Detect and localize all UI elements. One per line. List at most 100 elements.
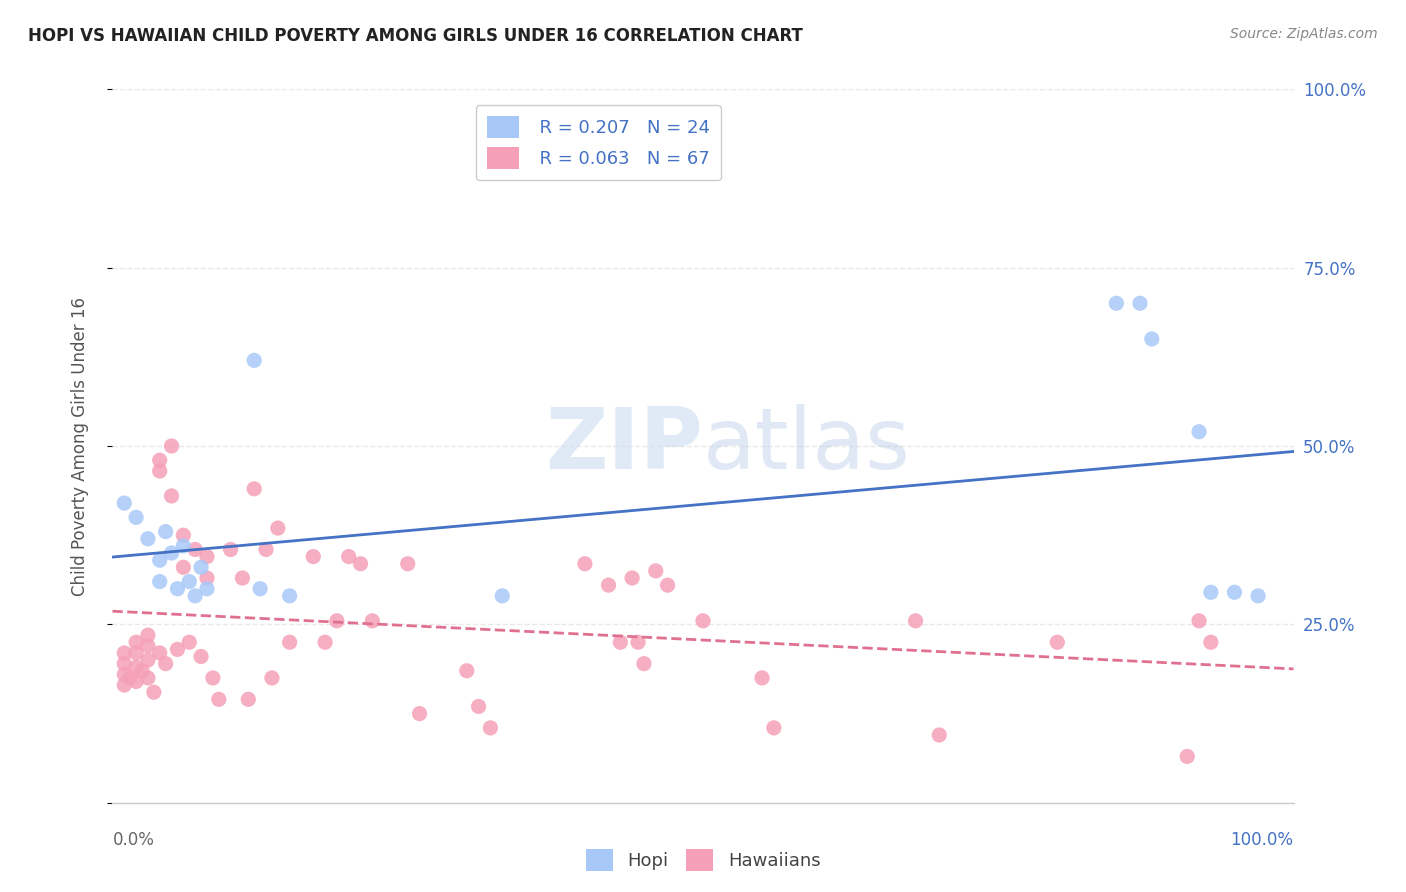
Point (136, 628, 159, 642)
Point (467, 699, 489, 714)
Point (160, 439, 183, 453)
Point (408, 706, 430, 721)
Text: 100.0%: 100.0% (1230, 831, 1294, 849)
Point (1199, 635, 1222, 649)
Point (149, 574, 172, 589)
Point (657, 578, 679, 592)
Point (125, 674, 148, 689)
Point (136, 532, 159, 546)
Point (160, 546, 183, 560)
Point (219, 542, 242, 557)
Point (155, 524, 177, 539)
Point (172, 560, 194, 574)
Point (627, 635, 650, 649)
Point (136, 639, 159, 653)
Point (249, 582, 271, 596)
Text: 0.0%: 0.0% (112, 831, 155, 849)
Point (112, 678, 135, 692)
Text: Source: ZipAtlas.com: Source: ZipAtlas.com (1230, 27, 1378, 41)
Point (598, 578, 620, 592)
Point (302, 549, 325, 564)
Point (1247, 589, 1270, 603)
Point (142, 685, 165, 699)
Text: HOPI VS HAWAIIAN CHILD POVERTY AMONG GIRLS UNDER 16 CORRELATION CHART: HOPI VS HAWAIIAN CHILD POVERTY AMONG GIR… (28, 27, 803, 45)
Point (190, 649, 212, 664)
Point (149, 646, 172, 660)
Point (243, 353, 266, 368)
Point (160, 489, 183, 503)
Point (179, 635, 201, 649)
Point (621, 571, 644, 585)
Point (184, 542, 207, 557)
Point (195, 571, 218, 585)
Point (112, 667, 135, 681)
Point (112, 496, 135, 510)
Point (201, 671, 224, 685)
Point (166, 642, 188, 657)
Text: ZIP: ZIP (546, 404, 703, 488)
Point (267, 521, 290, 535)
Legend: Hopi, Hawaiians: Hopi, Hawaiians (578, 842, 828, 879)
Point (243, 482, 266, 496)
Point (136, 653, 159, 667)
Y-axis label: Child Poverty Among Girls Under 16: Child Poverty Among Girls Under 16 (70, 296, 89, 596)
Point (1188, 614, 1211, 628)
Point (278, 589, 301, 603)
Point (155, 657, 177, 671)
Point (125, 510, 148, 524)
Point (762, 721, 785, 735)
Legend:   R = 0.207   N = 24,   R = 0.063   N = 67: R = 0.207 N = 24, R = 0.063 N = 67 (475, 105, 721, 180)
Point (396, 557, 419, 571)
Point (184, 589, 207, 603)
Point (172, 539, 194, 553)
Point (125, 646, 148, 660)
Point (190, 560, 212, 574)
Text: atlas: atlas (703, 404, 911, 488)
Point (172, 528, 194, 542)
Point (166, 582, 188, 596)
Point (1188, 425, 1211, 439)
Point (179, 574, 201, 589)
Point (149, 553, 172, 567)
Point (574, 557, 596, 571)
Point (326, 614, 349, 628)
Point (1129, 296, 1152, 310)
Point (609, 635, 631, 649)
Point (633, 657, 655, 671)
Point (195, 582, 218, 596)
Point (120, 671, 142, 685)
Point (278, 635, 301, 649)
Point (1046, 635, 1069, 649)
Point (337, 549, 360, 564)
Point (131, 664, 153, 678)
Point (136, 671, 159, 685)
Point (361, 614, 384, 628)
Point (1199, 585, 1222, 599)
Point (125, 635, 148, 649)
Point (349, 557, 371, 571)
Point (231, 571, 253, 585)
Point (149, 464, 172, 478)
Point (1105, 296, 1128, 310)
Point (456, 664, 478, 678)
Point (904, 614, 927, 628)
Point (112, 657, 135, 671)
Point (1223, 585, 1246, 599)
Point (692, 614, 714, 628)
Point (314, 635, 336, 649)
Point (1175, 749, 1198, 764)
Point (751, 671, 773, 685)
Point (149, 453, 172, 467)
Point (1140, 332, 1163, 346)
Point (125, 660, 148, 674)
Point (254, 542, 277, 557)
Point (260, 671, 283, 685)
Point (644, 564, 666, 578)
Point (112, 646, 135, 660)
Point (195, 549, 218, 564)
Point (479, 721, 502, 735)
Point (208, 692, 231, 706)
Point (491, 589, 513, 603)
Point (928, 728, 950, 742)
Point (238, 692, 260, 706)
